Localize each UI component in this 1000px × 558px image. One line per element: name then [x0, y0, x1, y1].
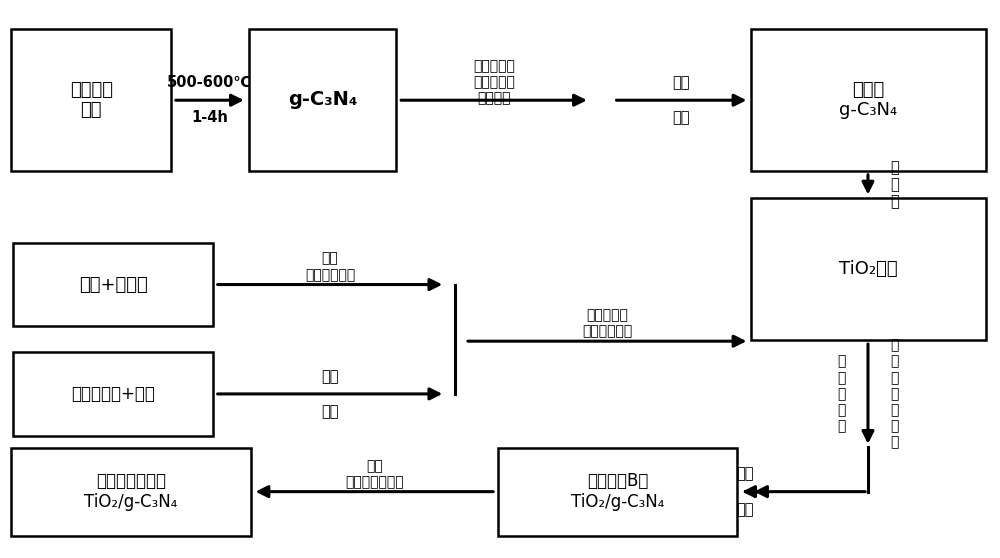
FancyBboxPatch shape: [498, 448, 737, 536]
Text: 一定浓度的
无机酸溶液
搅拌超声: 一定浓度的 无机酸溶液 搅拌超声: [473, 59, 515, 105]
Text: 表面活性剂+乙醇: 表面活性剂+乙醇: [71, 385, 155, 403]
Text: 质子化
g-C₃N₄: 质子化 g-C₃N₄: [839, 80, 898, 119]
FancyBboxPatch shape: [11, 448, 251, 536]
Text: 烘干: 烘干: [737, 502, 754, 517]
Text: 室温: 室温: [321, 404, 339, 419]
Text: 离心: 离心: [673, 75, 690, 90]
Text: 一
定
温
度
和
时
间: 一 定 温 度 和 时 间: [890, 338, 898, 450]
Text: 搅拌: 搅拌: [321, 369, 339, 384]
Text: 溶
剂
热
反
应: 溶 剂 热 反 应: [838, 354, 846, 434]
Text: 500-600℃: 500-600℃: [167, 75, 252, 90]
Text: 煅烧
一定温度和时间: 煅烧 一定温度和时间: [345, 459, 404, 489]
Text: 钛源+无机酸: 钛源+无机酸: [79, 276, 147, 294]
Text: 1-4h: 1-4h: [191, 110, 228, 126]
Text: 离心: 离心: [737, 466, 754, 482]
FancyBboxPatch shape: [751, 29, 986, 171]
FancyBboxPatch shape: [249, 29, 396, 171]
FancyBboxPatch shape: [11, 29, 171, 171]
Text: g-C₃N₄: g-C₃N₄: [288, 90, 357, 109]
FancyBboxPatch shape: [751, 199, 986, 340]
Text: 混合、搅拌
冰水混合物浴: 混合、搅拌 冰水混合物浴: [582, 309, 632, 339]
FancyBboxPatch shape: [13, 352, 213, 436]
Text: 含碳氮前
驱体: 含碳氮前 驱体: [70, 80, 113, 119]
Text: 超薄二维B相
TiO₂/g-C₃N₄: 超薄二维B相 TiO₂/g-C₃N₄: [571, 472, 664, 511]
Text: 搅拌
冰水混合物浴: 搅拌 冰水混合物浴: [305, 252, 355, 282]
Text: TiO₂溶胶: TiO₂溶胶: [839, 260, 898, 278]
Text: 超薄二维锐钛矿
TiO₂/g-C₃N₄: 超薄二维锐钛矿 TiO₂/g-C₃N₄: [84, 472, 178, 511]
Text: 乙
二
醇: 乙 二 醇: [890, 160, 899, 209]
Text: 烘干: 烘干: [673, 110, 690, 126]
FancyBboxPatch shape: [13, 243, 213, 326]
